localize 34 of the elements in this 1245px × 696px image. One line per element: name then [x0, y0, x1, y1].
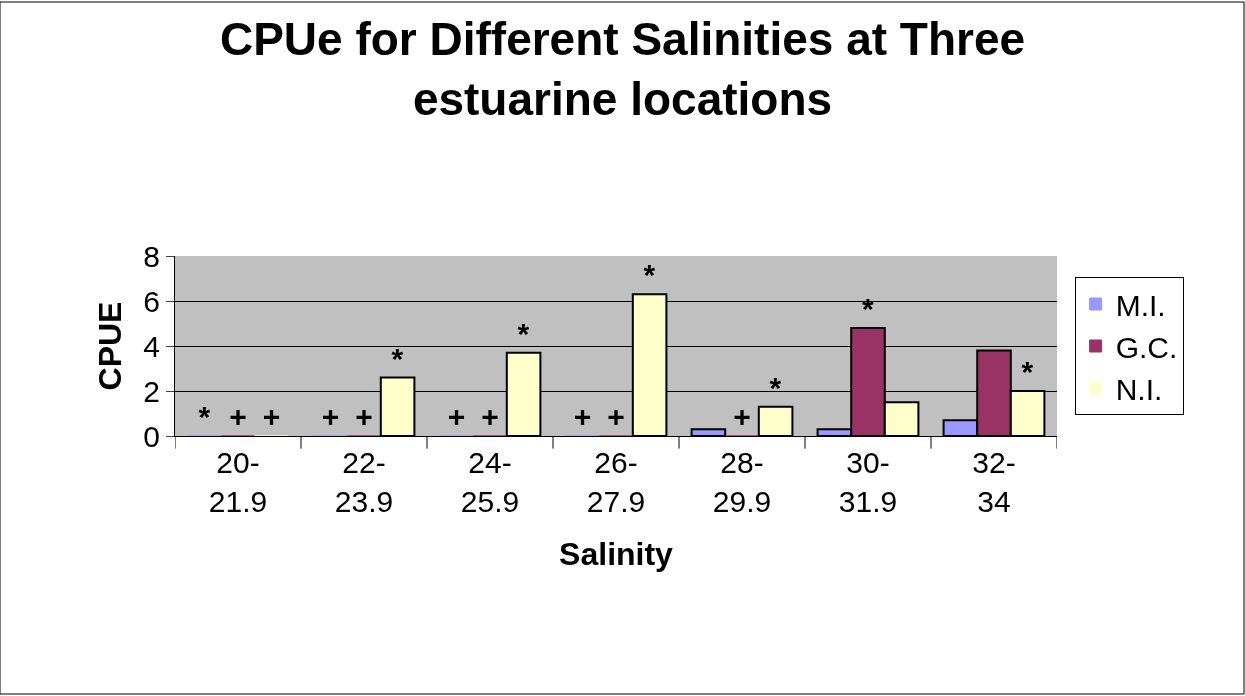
- data-label: +: [321, 400, 340, 433]
- data-label: +: [573, 400, 592, 433]
- x-tick-label: 26-27.9: [586, 446, 646, 518]
- x-tick-label: 30-31.9: [838, 446, 898, 518]
- x-tick-label: 32-34: [972, 446, 1016, 518]
- data-label: *: [198, 400, 211, 433]
- chart-title: CPUe for Different Salinities at Three estuarine locations: [219, 13, 1026, 125]
- y-tick-label: 0: [143, 419, 160, 453]
- data-label: *: [862, 292, 874, 325]
- y-axis-title: CPUE: [91, 301, 128, 391]
- x-tick-label: 22-23.9: [334, 446, 394, 518]
- data-label: *: [517, 316, 530, 350]
- data-label: +: [733, 400, 751, 433]
- data-label: *: [1021, 355, 1034, 388]
- data-label: +: [355, 400, 373, 433]
- data-label: *: [643, 258, 656, 292]
- y-tick-label: 6: [143, 284, 160, 318]
- legend-label: G.C.: [1115, 330, 1178, 364]
- x-tick-label: 24-25.9: [460, 446, 520, 518]
- y-tick-label: 8: [143, 239, 160, 273]
- x-tick-label: 28-29.9: [712, 446, 772, 518]
- y-tick-label: 2: [143, 374, 160, 408]
- data-label: +: [229, 400, 247, 433]
- data-label: *: [391, 341, 404, 375]
- x-tick-label: 20-21.9: [208, 446, 268, 518]
- x-axis-title: Salinity: [559, 535, 674, 572]
- data-label: +: [262, 400, 281, 433]
- data-label: +: [447, 400, 466, 433]
- data-label: +: [481, 400, 499, 433]
- legend-label: N.I.: [1115, 372, 1163, 406]
- data-label: +: [607, 400, 625, 433]
- data-label: *: [769, 370, 782, 404]
- y-tick-label: 4: [143, 329, 160, 363]
- legend-label: M.I.: [1115, 288, 1166, 322]
